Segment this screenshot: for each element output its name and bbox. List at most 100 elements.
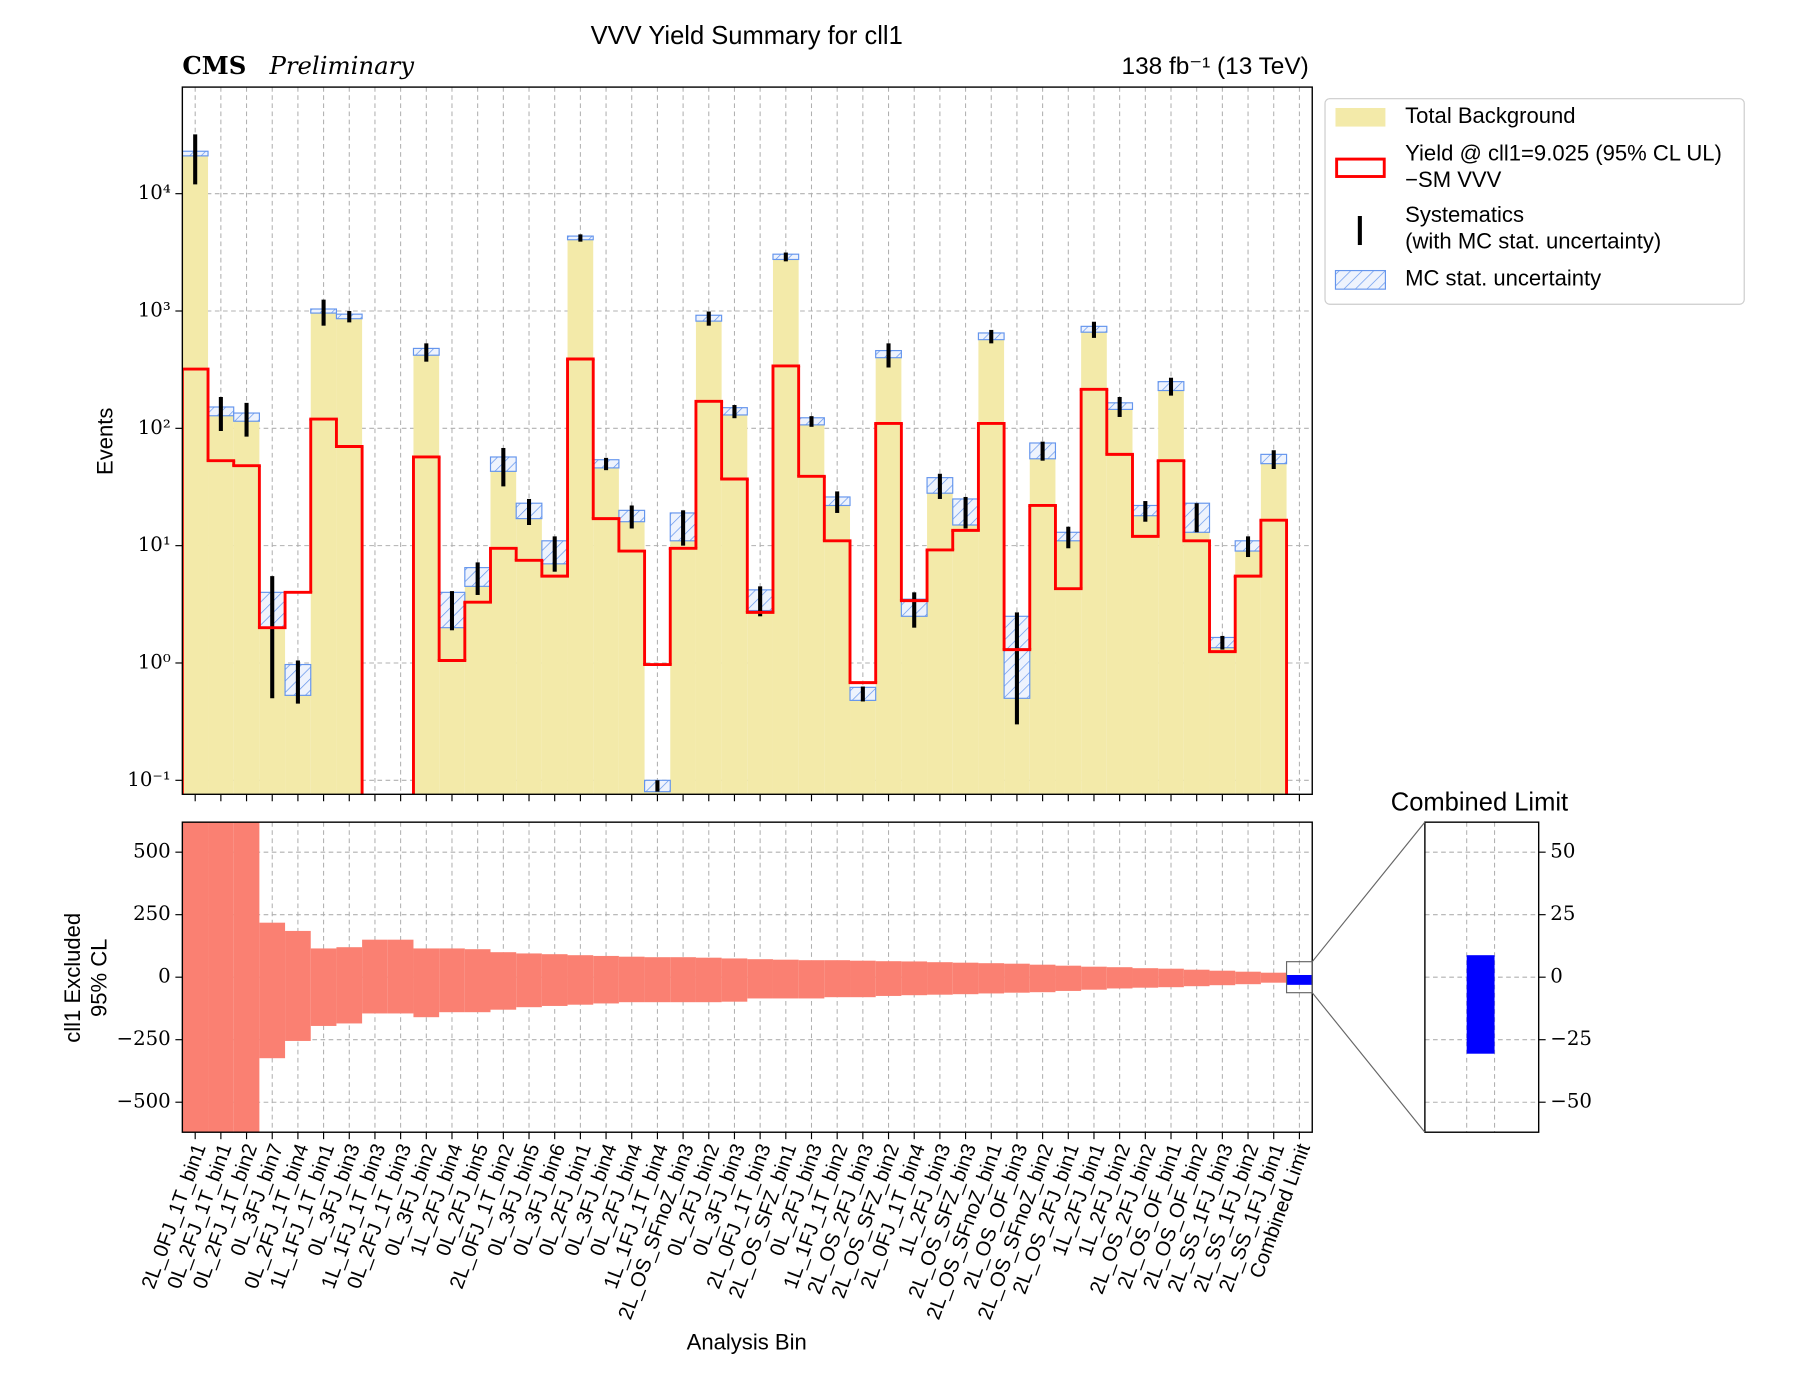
y-tick-label: 10⁴ [138, 181, 171, 204]
limit-bar [721, 958, 748, 1002]
background-bar [182, 153, 209, 795]
limit-bar [875, 961, 902, 996]
background-bar [310, 311, 337, 795]
limit-bar [772, 959, 799, 999]
limit-bar [182, 822, 209, 1133]
limit-bar [387, 939, 414, 1014]
limit-bar [618, 956, 645, 1003]
legend-label: Yield @ cll1=9.025 (95% CL UL) −SM VVV [1405, 140, 1722, 191]
y-tick-label: 0 [158, 965, 171, 988]
limit-bar [593, 955, 619, 1004]
limit-bar [850, 960, 876, 998]
axes-frame [181, 86, 1313, 795]
limit-bar [824, 960, 851, 998]
inset-title: Combined Limit [1391, 788, 1568, 816]
background-bar [1081, 329, 1107, 795]
limit-bar [1029, 964, 1056, 993]
background-bar [464, 576, 491, 795]
lumi-label: 138 fb⁻¹ (13 TeV) [1122, 53, 1309, 80]
limit-bar [439, 948, 465, 1013]
y-tick-label: 500 [133, 840, 171, 863]
limit-bar [927, 962, 953, 995]
limit-bar [1286, 974, 1313, 985]
background-bar [875, 354, 902, 795]
limit-bar [901, 961, 928, 996]
background-bar [541, 551, 568, 795]
limit-bar [644, 957, 671, 1003]
background-bar [413, 351, 440, 795]
background-bar [927, 484, 953, 795]
limit-bar [1055, 965, 1082, 991]
legend-label: Total Background [1405, 103, 1575, 128]
y-axis-label: cll1 Excluded95% CL [60, 913, 111, 1043]
limit-bar [1466, 955, 1495, 1054]
limit-bar [208, 822, 234, 1133]
background-bar [1183, 515, 1210, 795]
plot-area [182, 822, 1313, 1133]
background-bar [772, 256, 799, 795]
limit-bar [798, 960, 825, 999]
y-tick-label: −250 [117, 1027, 171, 1050]
limit-bar [1132, 968, 1159, 988]
y-tick-label: 10² [138, 416, 171, 439]
limit-bar [978, 963, 1005, 994]
legend-swatch [1334, 269, 1386, 290]
y-tick-label: 10⁰ [138, 650, 171, 673]
limit-bar [747, 959, 773, 999]
cms-sublabel: Preliminary [268, 51, 415, 80]
background-bar [901, 607, 928, 795]
legend-swatch [1335, 157, 1386, 178]
y-tick-label: −500 [117, 1090, 171, 1113]
limit-bar [541, 954, 568, 1006]
background-bar [1158, 385, 1184, 795]
limit-bar [490, 952, 517, 1010]
background-bar [208, 411, 234, 795]
limit-bar [1106, 967, 1133, 989]
background-bar [1132, 510, 1159, 795]
chart-title: VVV Yield Summary for cll1 [591, 22, 903, 50]
background-bar [695, 318, 722, 795]
limit-bar [1158, 968, 1184, 988]
background-bar [490, 463, 517, 795]
limit-bar [310, 948, 337, 1026]
limit-bar [1209, 970, 1236, 986]
y-tick-label: 50 [1550, 840, 1575, 863]
background-bar [978, 336, 1005, 795]
limit-bar [1183, 969, 1210, 987]
y-tick-label: 10³ [138, 299, 171, 322]
background-bar [618, 515, 645, 795]
plot-area [1466, 955, 1495, 1054]
limit-bar [233, 822, 260, 1133]
limit-bar [413, 948, 440, 1018]
background-bar [1029, 450, 1056, 795]
y-tick-label: 10⁻¹ [127, 768, 170, 791]
background-bar [1209, 642, 1236, 795]
background-bar [336, 316, 363, 795]
x-axis-label: Analysis Bin [687, 1329, 807, 1354]
limit-bar [362, 939, 388, 1014]
background-bar [824, 501, 851, 795]
background-bar [1106, 406, 1133, 795]
limit-bar [1235, 971, 1261, 985]
background-bar [850, 693, 876, 795]
background-bar [516, 510, 542, 795]
zoom-line [1311, 992, 1426, 1133]
background-bar [1055, 536, 1082, 795]
y-tick-label: 25 [1550, 902, 1575, 925]
legend-label: Systematics (with MC stat. uncertainty) [1405, 202, 1661, 253]
background-bar [439, 607, 465, 795]
limit-bar [259, 922, 286, 1059]
limit-bar [336, 947, 363, 1024]
limit-bar [1004, 963, 1030, 993]
limit-bar [567, 955, 594, 1005]
legend-box [1324, 98, 1745, 305]
background-bar [670, 524, 696, 795]
limit-bar [1260, 972, 1287, 983]
y-tick-label: −25 [1550, 1027, 1592, 1050]
background-bar [593, 463, 619, 795]
limit-bar [670, 957, 696, 1003]
cms-label: CMS [182, 51, 246, 80]
background-bar [1260, 458, 1287, 795]
zoom-box [1285, 961, 1313, 994]
